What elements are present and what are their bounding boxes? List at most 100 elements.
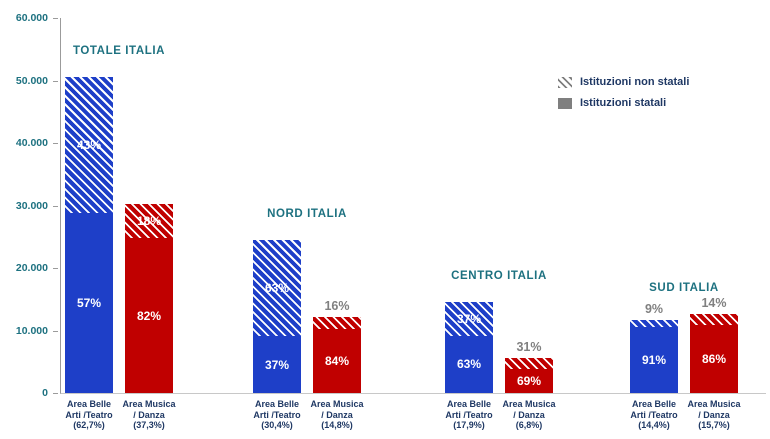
y-tick-mark [53,143,58,144]
bar-segment-non-statali [313,317,361,330]
pct-label-statali: 86% [701,352,727,367]
x-axis-label-line: Area Belle [446,399,492,409]
y-axis: 60.000 50.000 40.000 30.000 20.000 10.000 0 [0,12,58,399]
pct-label-statali: 63% [456,357,482,372]
y-tick-label: 10.000 [15,324,48,337]
bar-red: 18% 82% [125,204,173,393]
pct-label-statali: 84% [324,354,350,369]
y-tick-label: 40.000 [15,137,48,149]
region-title: TOTALE ITALIA [72,45,166,57]
x-axis-label-line: (6,8%) [515,420,543,430]
hatched-swatch-icon [558,76,572,88]
y-tick-mark [53,330,58,332]
bar-blue: 63% 37% [253,240,301,393]
x-axis-label-line: (17,9%) [453,420,485,430]
pct-label-non-statali: 43% [76,137,102,152]
bar-segment-statali: 37% [253,336,301,393]
x-axis-label-line: (30,4%) [261,420,293,430]
legend: Istituzioni non statali Istituzioni stata… [558,76,689,118]
bar-segment-statali: 82% [125,238,173,393]
x-axis-label-line: Area Musica [502,399,556,409]
bar-blue: 91% [630,320,678,393]
pct-label-statali: 37% [264,357,290,372]
bar-segment-statali: 69% [505,368,553,393]
x-axis-label-line: / Danza [133,409,165,420]
legend-item: Istituzioni statali [558,97,689,109]
bar-segment-non-statali [505,358,553,369]
bar-segment-non-statali: 63% [253,240,301,337]
x-axis-label-line: (14,8%) [321,420,353,430]
y-tick-mark [53,205,58,207]
plot-area: 43% 57% Area Belle Arti /Teatro (62,7%) 18% 82… [60,18,766,430]
x-axis-label-line: Area Belle [254,399,300,409]
y-tick-label: 20.000 [15,262,48,274]
bar-segment-statali: 86% [690,325,738,393]
x-axis-label: Area Belle Arti /Teatro (62,7%) [47,399,131,431]
bar-segment-non-statali: 43% [65,77,113,213]
x-axis-label-line: / Danza [698,409,730,420]
y-tick-mark [53,393,58,394]
x-axis-label-line: (15,7%) [698,420,730,430]
region-title: SUD ITALIA [649,282,719,294]
x-axis-label-line: Area Belle [66,399,112,409]
x-axis-label-line: Arti /Teatro [630,409,678,420]
pct-label-non-statali: 63% [264,281,290,296]
legend-label: Istituzioni statali [580,97,667,109]
bar-segment-statali: 91% [630,326,678,393]
x-axis-label-line: (62,7%) [73,420,105,430]
x-axis-label-line: Area Musica [122,399,176,409]
x-axis-label: Area Musica / Danza (15,7%) [672,399,756,431]
x-axis-label: Area Belle Arti /Teatro (30,4%) [235,399,319,431]
bar-red: 86% [690,314,738,393]
bar-segment-non-statali: 18% [125,204,173,239]
bar-segment-statali: 84% [313,329,361,393]
legend-item: Istituzioni non statali [558,76,689,88]
x-axis-label-line: Area Musica [310,399,364,409]
x-axis-label-line: Arti /Teatro [65,409,113,420]
x-axis-label: Area Musica / Danza (37,3%) [107,399,191,431]
bar-segment-statali: 57% [65,212,113,393]
x-axis-label-line: (37,3%) [133,420,165,430]
pct-label-statali: 69% [516,373,542,388]
pct-label-non-statali-outside: 16% [324,299,350,313]
pct-label-statali: 57% [76,295,102,310]
pct-label-non-statali: 18% [136,214,162,228]
pct-label-statali: 91% [641,352,667,367]
y-tick-mark [53,18,58,19]
x-axis-label: Area Musica / Danza (6,8%) [487,399,571,431]
pct-label-non-statali-outside: 14% [701,296,727,310]
bar-red: 84% [313,317,361,393]
bar-segment-non-statali [630,320,678,327]
y-tick-label: 60.000 [15,12,48,24]
bar-segment-non-statali: 37% [445,302,493,336]
bar-blue: 43% 57% [65,77,113,393]
pct-label-non-statali-outside: 9% [644,302,664,316]
bar-red: 69% [505,358,553,393]
x-axis-label-line: Arti /Teatro [445,409,493,420]
x-axis-label-line: Arti /Teatro [253,409,301,420]
x-axis-label-line: / Danza [513,409,545,420]
x-axis-label-line: / Danza [321,409,353,420]
x-axis-label-line: Area Musica [687,399,741,409]
y-tick-label: 0 [42,387,48,399]
bar-blue: 37% 63% [445,302,493,393]
x-axis-label: Area Musica / Danza (14,8%) [295,399,379,431]
y-tick-label: 30.000 [15,199,48,212]
x-axis-label: Area Belle Arti /Teatro (14,4%) [612,399,696,431]
x-axis-label-line: Area Belle [631,399,677,409]
x-axis-label-line: (14,4%) [638,420,670,430]
legend-label: Istituzioni non statali [580,76,690,88]
bar-segment-non-statali [690,314,738,326]
pct-label-statali: 82% [136,308,162,323]
region-title: CENTRO ITALIA [451,270,547,282]
y-tick-mark [53,80,58,82]
pct-label-non-statali: 37% [456,311,482,326]
pct-label-non-statali-outside: 31% [516,340,542,354]
y-tick-label: 50.000 [15,74,48,87]
y-tick-mark [53,268,58,269]
bar-segment-statali: 63% [445,335,493,393]
x-axis-label: Area Belle Arti /Teatro (17,9%) [427,399,511,431]
solid-swatch-icon [558,97,572,109]
region-title: NORD ITALIA [267,208,347,220]
